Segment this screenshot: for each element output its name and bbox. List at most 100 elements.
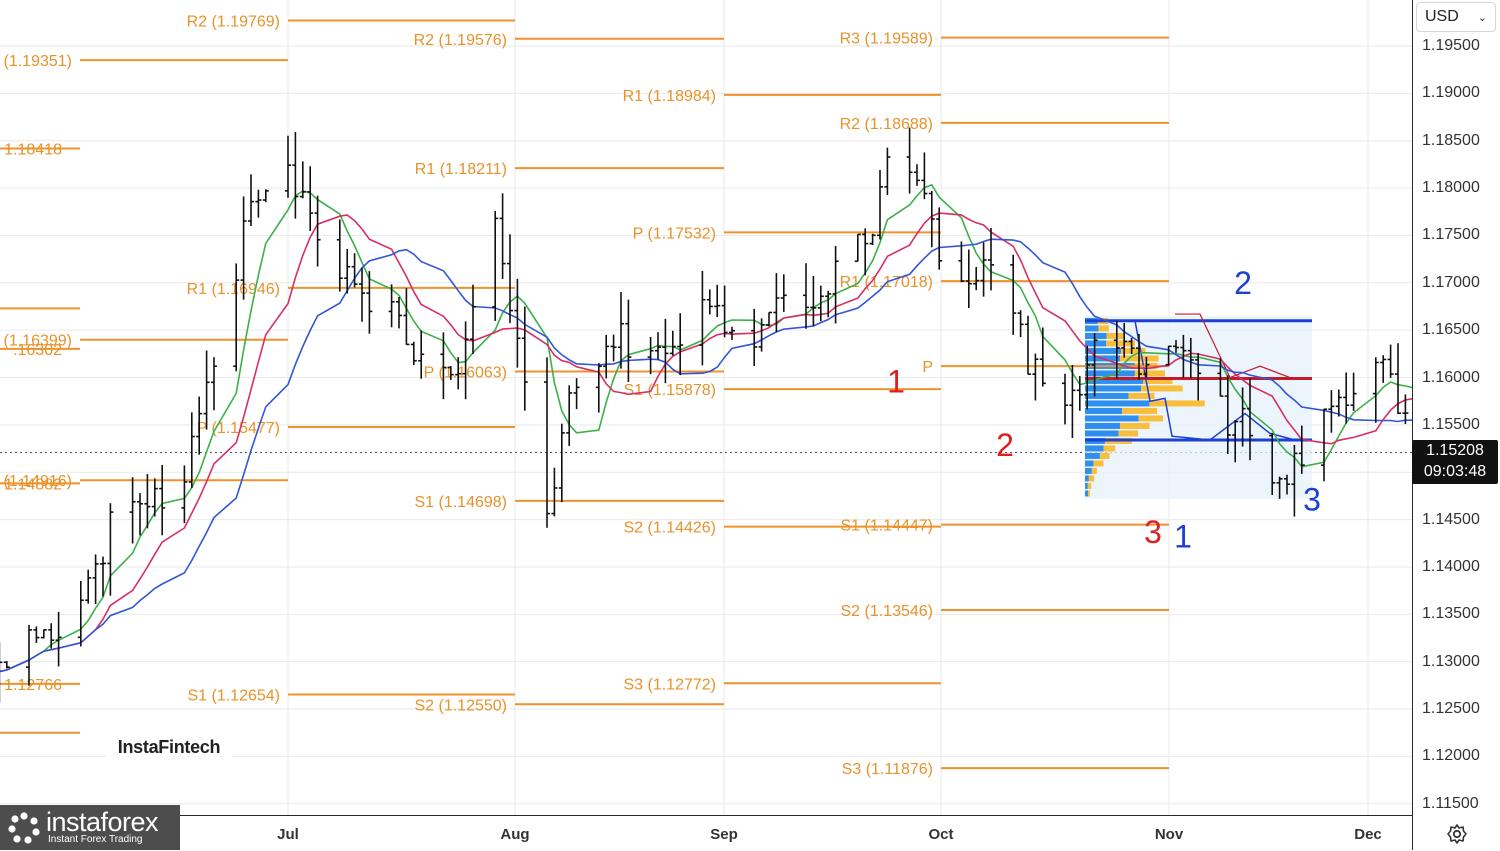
ohlc-bar — [92, 554, 99, 604]
ohlc-bar — [1187, 338, 1194, 379]
ohlc-bar — [129, 477, 136, 544]
time-axis[interactable] — [0, 815, 1412, 851]
pivot-label-prev: .16302 — [13, 342, 62, 359]
wave-label-red: 1 — [887, 363, 905, 399]
profile-bar-sell — [1120, 347, 1146, 354]
price-tick-label: 1.17000 — [1422, 273, 1480, 291]
ohlc-bar — [1328, 390, 1335, 433]
ohlc-bar — [1217, 358, 1224, 397]
pivot-label-prev: 1.18418 — [4, 141, 62, 158]
currency-value: USD — [1425, 8, 1459, 25]
candle-countdown: 09:03:48 — [1423, 463, 1487, 480]
ohlc-bar — [1239, 387, 1246, 447]
ohlc-bar — [1232, 420, 1239, 463]
ohlc-bar — [544, 357, 550, 528]
pivot-label: S1 (1.15878) — [623, 382, 716, 399]
profile-bar-sell — [1138, 415, 1164, 422]
price-axis[interactable] — [1412, 0, 1500, 850]
ohlc-bar — [462, 321, 469, 400]
ohlc-bar — [48, 623, 55, 649]
pivot-label: P (1.16399) — [0, 333, 72, 350]
ohlc-bar — [669, 330, 676, 356]
profile-bar-sell — [1122, 407, 1158, 414]
price-tick-label: 1.18000 — [1422, 179, 1480, 197]
ohlc-bar — [262, 189, 269, 203]
price-tick-label: 1.11500 — [1422, 794, 1479, 812]
ohlc-bar — [299, 161, 306, 199]
ohlc-bar — [551, 467, 558, 517]
ohlc-bar — [77, 580, 84, 647]
price-tick-label: 1.16500 — [1422, 321, 1480, 339]
profile-bar-buy — [1085, 415, 1139, 422]
ohlc-bar — [655, 332, 661, 360]
price-tick-label: 1.12500 — [1422, 700, 1480, 718]
ohlc-bar — [1350, 372, 1357, 411]
profile-bar-sell — [1087, 482, 1092, 489]
ohlc-bar — [877, 169, 883, 240]
profile-bar-buy — [1085, 385, 1142, 392]
ohlc-bar — [0, 642, 3, 703]
ohlc-bar — [144, 474, 151, 529]
last-price: 1.15208 — [1426, 442, 1484, 459]
ohlc-bar — [388, 284, 395, 328]
ohlc-bar — [677, 313, 684, 376]
currency-select[interactable]: USD ⌄ — [1416, 2, 1496, 32]
ohlc-bar — [107, 503, 114, 596]
ohlc-bar — [618, 292, 624, 369]
pivot-label: P (1.17532) — [633, 225, 716, 242]
ohlc-bar — [55, 611, 62, 667]
price-tick-label: 1.15500 — [1422, 415, 1480, 433]
pivot-label: R2 (1.18688) — [840, 116, 933, 133]
ohlc-bars — [0, 127, 1409, 703]
ohlc-bar — [1039, 327, 1046, 387]
price-chart[interactable]: R1 (1.19351) P (1.16399) S1 (1.14916) R2 (1… — [0, 0, 1412, 815]
ohlc-bar — [817, 285, 824, 322]
ohlc-bar — [1276, 476, 1283, 499]
profile-bar-sell — [1099, 452, 1110, 459]
chart-settings-button[interactable] — [1446, 823, 1468, 845]
ohlc-bar — [1380, 355, 1387, 383]
pivot-label: R2 (1.19576) — [414, 32, 507, 49]
ohlc-bar — [1025, 315, 1031, 375]
ohlc-bar — [440, 332, 447, 400]
date-tick-label: Oct — [928, 826, 954, 843]
logo-tagline: Instant Forex Trading — [48, 834, 143, 845]
pivot-label: R1 (1.16946) — [187, 281, 280, 298]
developing-va-low — [1134, 320, 1296, 441]
grid — [0, 0, 1412, 815]
ohlc-bar — [1180, 334, 1187, 378]
ohlc-bar — [869, 233, 876, 245]
ohlc-bar — [33, 626, 40, 643]
pivot-label: S1 (1.12654) — [187, 687, 280, 704]
ohlc-bar — [1128, 337, 1135, 355]
ohlc-bar — [499, 193, 506, 280]
price-tick-label: 1.16000 — [1422, 368, 1480, 386]
date-tick-label: Sep — [710, 826, 738, 843]
ohlc-bar — [958, 241, 965, 283]
profile-bar-sell — [1118, 430, 1139, 437]
wave-label-blue: 2 — [1234, 265, 1252, 301]
pivot-label: R1 (1.19351) — [0, 53, 72, 70]
ohlc-bar — [803, 263, 809, 329]
wave-label-red: 3 — [1144, 514, 1162, 550]
profile-bar-buy — [1085, 482, 1088, 489]
gear-icon — [1447, 824, 1467, 844]
profile-bar-buy — [1085, 332, 1107, 339]
ohlc-bar — [351, 253, 358, 288]
profile-bar-sell — [1134, 370, 1166, 377]
ohlc-bar — [729, 326, 735, 340]
pivot-label: S2 (1.14426) — [623, 520, 716, 537]
profile-bar-sell — [1088, 490, 1090, 497]
ohlc-bar — [314, 195, 321, 267]
ohlc-bar — [706, 289, 713, 315]
chart-area[interactable]: R1 (1.19351) P (1.16399) S1 (1.14916) R2 (1… — [0, 0, 1412, 815]
profile-bar-sell — [1093, 460, 1104, 467]
ohlc-bar — [3, 661, 10, 669]
instafintech-watermark: InstaFintech — [106, 716, 232, 778]
last-price-badge: 1.15208 09:03:48 — [1412, 440, 1498, 484]
pivot-label: S2 (1.13546) — [840, 603, 933, 620]
profile-bar-buy — [1085, 347, 1121, 354]
ohlc-bar — [196, 396, 203, 455]
profile-bar-buy — [1085, 407, 1123, 414]
ohlc-bar — [1136, 333, 1142, 380]
